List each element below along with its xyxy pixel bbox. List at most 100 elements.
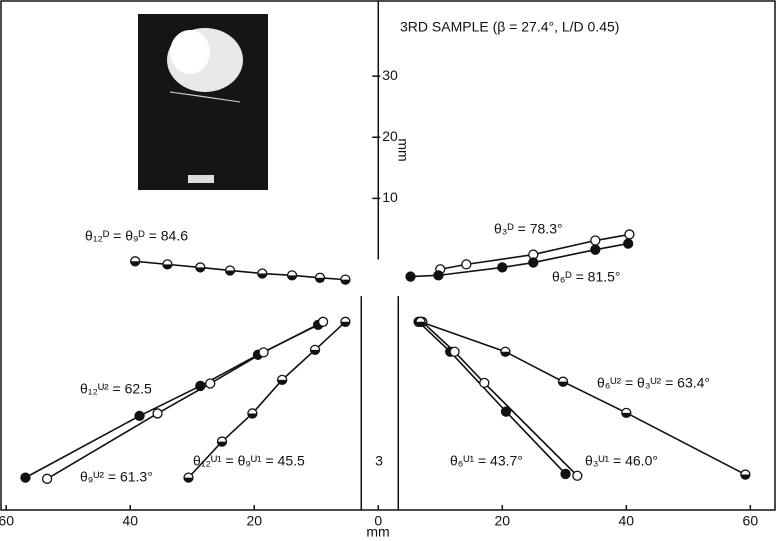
marker-half: [500, 351, 510, 357]
marker: [405, 271, 416, 282]
data-point: [415, 316, 426, 327]
marker-half: [130, 261, 140, 266]
marker-half: [340, 279, 350, 285]
data-point: [340, 274, 351, 285]
marker: [500, 406, 512, 417]
y-axis-label: mm: [395, 138, 411, 161]
marker: [134, 410, 145, 422]
data-point: [317, 316, 329, 327]
data-point: [560, 468, 571, 480]
data-point: [528, 257, 539, 268]
fit-line: [421, 321, 578, 477]
marker-half: [621, 412, 631, 418]
x-tick-label: 20: [246, 513, 262, 529]
line-annotation: θ₆ᵁ¹ = 43.7°: [450, 453, 523, 469]
fit-line: [187, 321, 346, 479]
data-point: [572, 470, 583, 481]
fit-line: [420, 321, 746, 476]
data-point: [590, 244, 601, 255]
data-point: [479, 377, 490, 389]
marker: [317, 316, 329, 327]
marker: [461, 259, 472, 270]
data-point: [258, 347, 269, 358]
data-point: [624, 229, 635, 240]
marker-half: [315, 277, 325, 283]
marker: [205, 378, 216, 389]
x-tick-label: 60: [743, 513, 759, 529]
marker-half: [277, 379, 287, 385]
marker-half: [310, 349, 320, 355]
data-point: [152, 408, 163, 419]
marker-half: [217, 441, 227, 447]
marker: [497, 262, 508, 273]
marker: [590, 244, 601, 255]
marker: [152, 408, 163, 419]
data-point: [130, 256, 141, 267]
data-point: [461, 259, 472, 270]
center-label: 3: [375, 453, 383, 469]
line-annotation: θ₁₂ᴰ = θ₉ᴰ = 84.6: [85, 228, 188, 244]
data-point: [134, 410, 145, 422]
line-annotation: θ₆ᴰ = 81.5°: [552, 269, 621, 285]
marker-half: [287, 275, 297, 280]
marker: [449, 346, 460, 357]
plot-frame: [0, 0, 776, 511]
data-point: [183, 472, 194, 483]
y-tick-label: 30: [382, 67, 398, 83]
marker-half: [740, 474, 750, 480]
data-point: [216, 436, 228, 447]
data-point: [405, 271, 416, 282]
data-point: [557, 376, 569, 387]
data-point: [247, 408, 258, 419]
chart-title: 3RD SAMPLE (β = 27.4°, L/D 0.45): [400, 19, 619, 35]
marker: [624, 229, 635, 240]
data-point: [340, 316, 351, 327]
fit-line: [418, 321, 567, 475]
x-tick-label: 40: [122, 513, 138, 529]
data-point: [205, 378, 216, 389]
marker: [572, 470, 583, 481]
marker: [258, 347, 269, 358]
marker-half: [257, 273, 267, 279]
x-axis-label: mm: [366, 524, 389, 540]
data-point: [286, 270, 298, 281]
data-point: [449, 346, 460, 357]
x-tick-label: 60: [0, 513, 14, 529]
line-annotation: θ₉ᵁ² = 61.3°: [80, 469, 153, 485]
marker-half: [184, 477, 194, 483]
y-tick-label: 20: [382, 128, 398, 144]
data-point: [590, 235, 601, 246]
data-point: [162, 259, 173, 270]
data-point: [195, 262, 206, 273]
data-point: [500, 346, 511, 357]
data-point: [433, 270, 444, 281]
photo-inset: [138, 14, 268, 190]
data-point: [740, 469, 751, 480]
data-point: [257, 268, 268, 279]
data-point: [497, 262, 508, 273]
line-annotation: θ₃ᵁ¹ = 46.0°: [585, 453, 658, 469]
marker-half: [225, 270, 235, 275]
line-annotation: θ₃ᴰ = 78.3°: [494, 221, 563, 237]
data-point: [41, 473, 53, 484]
data-point: [621, 407, 632, 418]
line-annotation: θ₁₂ᵁ¹ = θ₉ᵁ¹ = 45.5: [193, 453, 305, 469]
x-tick-label: 0: [374, 513, 382, 529]
line-annotation: θ₁₂ᵁ² = 62.5: [80, 381, 152, 397]
data-point: [500, 406, 512, 417]
marker: [433, 270, 444, 281]
marker-half: [247, 413, 257, 418]
marker-half: [195, 267, 205, 272]
data-point: [314, 272, 326, 283]
data-point: [20, 472, 31, 483]
x-tick-label: 20: [495, 513, 511, 529]
marker-half: [558, 381, 568, 387]
data-point: [309, 344, 321, 356]
marker: [41, 473, 53, 484]
x-tick-label: 40: [619, 513, 635, 529]
marker: [479, 377, 490, 389]
marker-half: [415, 321, 425, 327]
y-tick-label: 10: [382, 189, 398, 205]
data-point: [623, 238, 634, 249]
